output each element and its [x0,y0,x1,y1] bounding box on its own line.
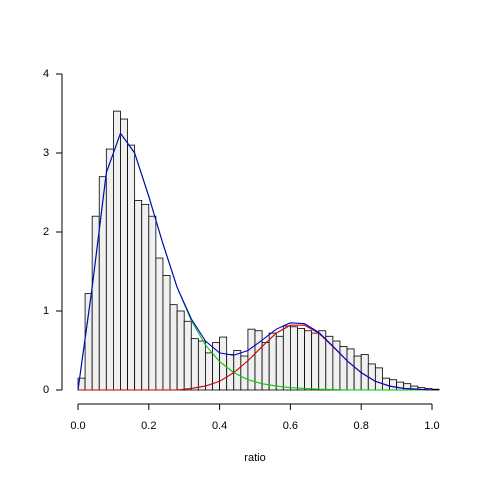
bar [339,346,348,391]
bar [183,320,192,391]
bar [113,110,121,391]
bar [389,379,397,391]
bar [360,354,369,391]
x-tick-label: 0.4 [212,420,227,432]
bar [289,326,298,391]
bar [282,325,291,391]
x-tick-label: 1.0 [424,420,439,432]
x-tick-label: 0.2 [141,420,156,432]
bar [396,381,405,391]
bar [325,335,334,391]
bar [162,275,171,391]
bar [155,257,164,391]
bar [105,148,114,391]
density-line [77,132,433,391]
bar [353,355,362,391]
bar [190,338,199,391]
x-tick-label: 0.0 [70,420,85,432]
bar [120,118,128,391]
y-tick-label: 1 [43,305,49,317]
bar [254,330,263,391]
y-tick-label: 2 [43,226,49,238]
y-tick-label: 4 [43,68,49,80]
x-tick-label: 0.6 [283,420,298,432]
bar [98,176,107,391]
bar [297,327,305,391]
bar [169,304,178,391]
bar [367,363,376,391]
bar [127,144,136,391]
bar [275,335,284,391]
bar [374,367,383,391]
bar [197,340,206,391]
bar [431,388,440,391]
x-axis-label: ratio [244,452,265,464]
bar [134,199,143,391]
bar [268,332,277,391]
bar [219,336,228,391]
bar [84,293,93,391]
y-tick-label: 3 [43,147,49,159]
bar [176,310,185,391]
bar [346,348,355,391]
bar [318,330,327,391]
x-tick-label: 0.8 [354,420,369,432]
bar [148,215,157,391]
bar [141,203,150,391]
bar [261,342,270,391]
y-tick-label: 0 [43,384,49,396]
bar [304,330,313,391]
bar [311,332,320,391]
